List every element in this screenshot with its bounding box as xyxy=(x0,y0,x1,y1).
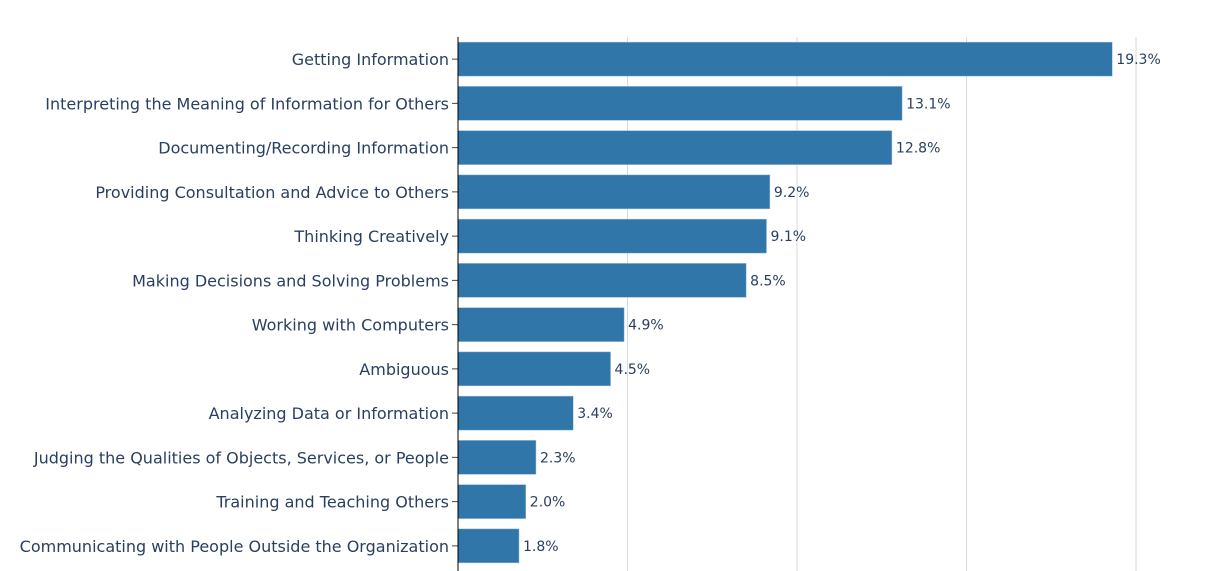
value-label: 9.2% xyxy=(774,185,810,201)
value-label: 3.4% xyxy=(577,406,613,422)
category-label: Documenting/Recording Information xyxy=(158,139,449,158)
bar[interactable] xyxy=(457,484,527,519)
value-labels: 19.3% 13.1% 12.8% 9.2% 9.1% 8.5% 4.9% 4.5% 3.4% 2… xyxy=(523,52,1161,555)
category-label: Training and Teaching Others xyxy=(215,493,449,512)
value-label: 1.8% xyxy=(523,539,559,555)
gridlines xyxy=(627,37,1137,571)
value-label: 4.5% xyxy=(615,362,651,378)
category-label: Making Decisions and Solving Problems xyxy=(132,271,449,290)
bar[interactable] xyxy=(457,528,520,564)
bar[interactable] xyxy=(457,86,903,121)
category-label: Thinking Creatively xyxy=(293,227,449,246)
value-label: 9.1% xyxy=(771,229,807,245)
bar[interactable] xyxy=(457,263,747,298)
bar[interactable] xyxy=(457,174,771,210)
category-label: Analyzing Data or Information xyxy=(209,404,449,423)
category-label: Providing Consultation and Advice to Oth… xyxy=(95,183,449,202)
category-label: Judging the Qualities of Objects, Servic… xyxy=(33,448,449,467)
category-label: Ambiguous xyxy=(359,360,449,379)
value-label: 2.3% xyxy=(540,450,576,466)
category-label: Working with Computers xyxy=(252,316,449,335)
value-label: 4.9% xyxy=(628,318,664,334)
category-label: Communicating with People Outside the Or… xyxy=(20,537,449,556)
bar[interactable] xyxy=(457,41,1113,77)
bar[interactable] xyxy=(457,351,611,387)
bar[interactable] xyxy=(457,440,537,475)
category-label: Getting Information xyxy=(292,50,449,69)
category-labels: Getting Information Interpreting the Mean… xyxy=(20,50,458,556)
category-label: Interpreting the Meaning of Information … xyxy=(45,94,449,113)
bar[interactable] xyxy=(457,307,625,342)
value-label: 19.3% xyxy=(1116,52,1160,68)
bar[interactable] xyxy=(457,395,574,431)
bar[interactable] xyxy=(457,218,767,254)
bar[interactable] xyxy=(457,130,893,165)
value-label: 13.1% xyxy=(906,96,950,112)
value-label: 12.8% xyxy=(896,141,940,157)
value-label: 2.0% xyxy=(530,495,566,511)
bars xyxy=(457,41,1113,564)
value-label: 8.5% xyxy=(750,273,786,289)
